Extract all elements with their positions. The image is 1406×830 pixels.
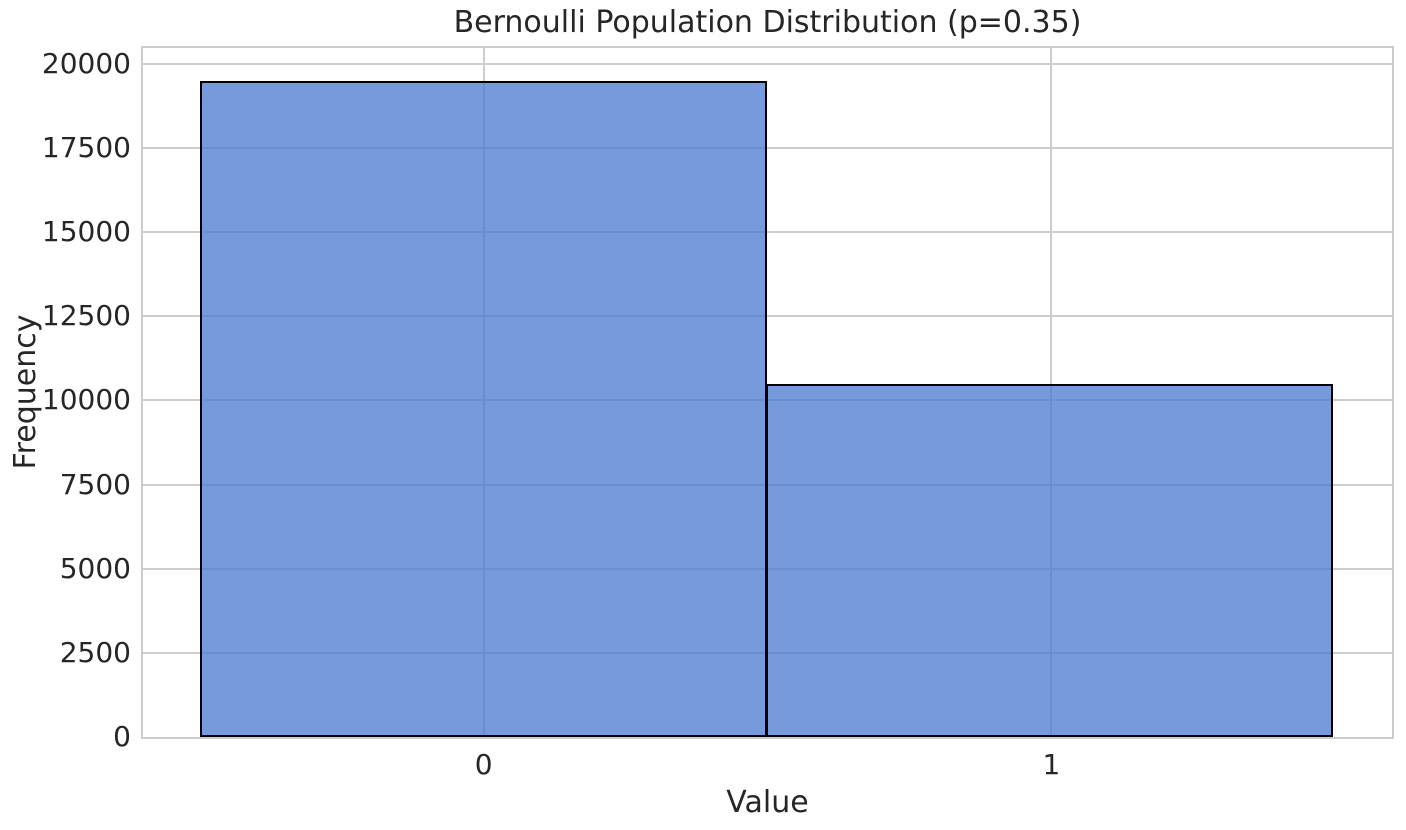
y-tick-label: 10000: [41, 383, 131, 417]
histogram-bar: [199, 80, 768, 737]
x-axis-label: Value: [726, 785, 809, 820]
y-axis-label: Frequency: [8, 314, 43, 470]
plot-area: [141, 46, 1394, 739]
y-tick-label: 17500: [41, 131, 131, 165]
gridline-y: [143, 315, 1392, 318]
gridline-y: [143, 147, 1392, 150]
y-tick-label: 12500: [41, 299, 131, 333]
histogram-bar: [765, 383, 1334, 737]
y-tick-label: 0: [113, 720, 131, 753]
x-tick-label: 0: [474, 748, 493, 781]
y-tick-label: 15000: [41, 215, 131, 249]
chart-title: Bernoulli Population Distribution (p=0.3…: [453, 5, 1082, 40]
gridline-y: [143, 62, 1392, 65]
x-tick-label: 1: [1042, 748, 1061, 781]
y-tick-label: 7500: [59, 467, 131, 501]
gridline-y: [143, 231, 1392, 234]
y-tick-label: 5000: [59, 551, 131, 585]
y-tick-label: 2500: [59, 635, 131, 669]
y-tick-label: 20000: [41, 46, 131, 80]
